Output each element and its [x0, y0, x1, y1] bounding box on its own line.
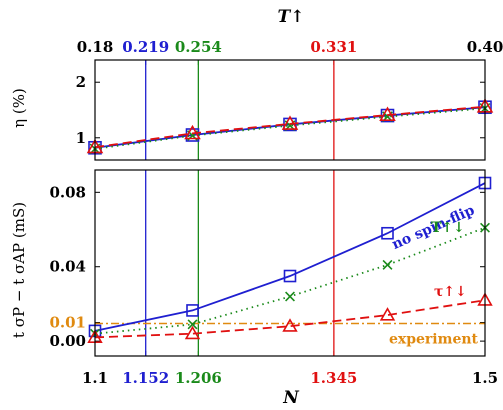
- top-tick-label: 0.18: [77, 38, 114, 56]
- top-tick-label: 0.219: [122, 38, 169, 56]
- bottom-triangle-line: [94, 299, 486, 339]
- x-marker: [187, 319, 198, 330]
- bottom-y-tick-label: 0.00: [49, 332, 86, 350]
- bottom-y-label: t σP − t σAP (mS): [10, 202, 28, 338]
- bottom-x-tick-label: 1.1: [82, 369, 108, 387]
- triangle-marker: [379, 307, 396, 321]
- top-tick-label: 0.331: [310, 38, 357, 56]
- bottom-x-tick-label: 1.152: [122, 369, 169, 387]
- top-dashed-line: [94, 105, 486, 149]
- bottom-square-line: [94, 182, 486, 332]
- top-y-tick-label: 2: [76, 73, 86, 91]
- bottom-y-tick-labels: 0.000.01 0.04 0.08: [49, 183, 485, 350]
- triangle-marker: [282, 318, 298, 332]
- x-marker: [285, 291, 295, 302]
- bottom-y-tick-label: 0.01: [49, 314, 86, 332]
- top-axis-title: T↑: [278, 7, 305, 27]
- bottom-x-axis-title: N: [282, 388, 300, 408]
- bottom-x-tick-label: 1.345: [310, 369, 357, 387]
- triangle-marker: [184, 124, 201, 140]
- experiment-line-group: experiment: [95, 322, 485, 347]
- bottom-y-tick-label: 0.08: [49, 183, 86, 201]
- top-solid-line: [94, 106, 486, 149]
- square-marker: [186, 304, 199, 317]
- x-marker-stroke: [285, 291, 295, 302]
- x-marker-stroke: [187, 319, 198, 330]
- triangle-marker: [379, 106, 396, 121]
- series-label-T: T↑↓: [431, 220, 465, 236]
- triangle-marker: [281, 115, 299, 130]
- bottom-series: [87, 176, 493, 343]
- top-panel: T↑ 0.18 0.219 0.254 0.331 0.40 η (%) 12: [10, 7, 503, 161]
- triangle-marker: [184, 325, 201, 340]
- top-y-tick-label: 1: [76, 129, 86, 147]
- bottom-x-tick-labels: 1.1 1.152 1.206 1.345 1.5: [82, 351, 498, 387]
- square-marker: [381, 226, 394, 240]
- bottom-plot-frame: [94, 169, 486, 357]
- top-series: [86, 98, 494, 155]
- square-marker: [283, 269, 297, 283]
- bottom-panel: t σP − t σAP (mS) 0.000.010.040.08 1.1 1.…: [10, 169, 498, 408]
- bottom-x-tick-label: 1.206: [175, 369, 222, 387]
- top-y-tick-labels: 12: [76, 73, 485, 147]
- top-plot-frame: [94, 59, 486, 161]
- top-tick-label: 0.40: [467, 38, 503, 56]
- bottom-y-tick-label: 0.04: [49, 258, 86, 276]
- top-tick-labels: 0.18 0.219 0.254 0.331 0.40: [77, 38, 503, 65]
- top-y-label: η (%): [10, 88, 28, 128]
- x-marker: [382, 259, 393, 270]
- x-marker-stroke: [382, 259, 393, 270]
- bottom-vertical-lines: [145, 170, 335, 356]
- top-tick-label: 0.254: [175, 38, 222, 56]
- bottom-x-tick-label: 1.5: [472, 369, 498, 387]
- experiment-label: experiment: [389, 331, 479, 347]
- series-label-tau: τ↑↓: [434, 284, 467, 300]
- top-vertical-lines: [145, 60, 335, 160]
